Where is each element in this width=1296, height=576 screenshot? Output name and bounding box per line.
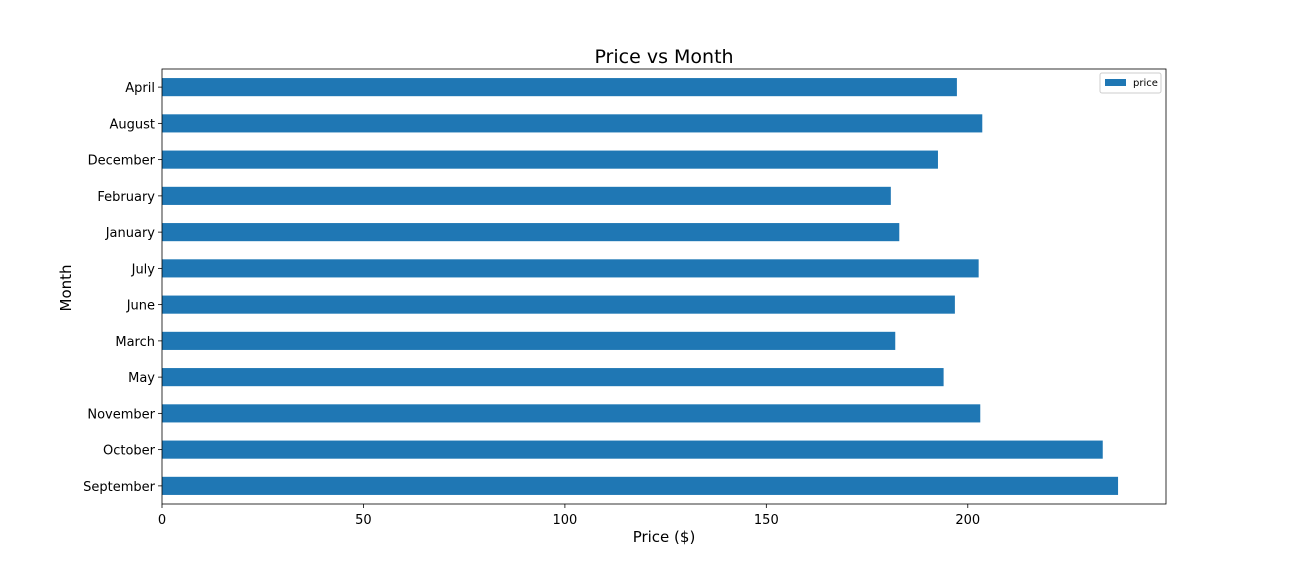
legend-label-price: price: [1133, 78, 1158, 89]
y-tick-label: August: [110, 117, 156, 132]
y-tick-label: March: [115, 335, 155, 350]
x-tick-label: 100: [552, 513, 577, 528]
y-tick-label: December: [88, 154, 156, 169]
bar-january: [162, 223, 900, 242]
bar-august: [162, 114, 983, 133]
bars-group: [162, 78, 1119, 495]
bar-may: [162, 368, 944, 387]
y-tick-label: July: [131, 262, 156, 277]
legend: price: [1099, 72, 1162, 94]
bar-september: [162, 476, 1119, 495]
chart-title: Price vs Month: [594, 46, 733, 68]
x-tick-label: 150: [754, 513, 779, 528]
plot-frame: [161, 68, 1167, 505]
y-tick-label: January: [105, 226, 156, 241]
x-tick-label: 50: [355, 513, 372, 528]
bar-march: [162, 331, 896, 350]
x-tick-label: 200: [955, 513, 980, 528]
bar-december: [162, 150, 938, 169]
bar-july: [162, 259, 979, 278]
bar-october: [162, 440, 1103, 459]
legend-frame: [1099, 72, 1162, 94]
x-axis-label: Price ($): [633, 528, 696, 546]
y-tick-label: April: [125, 81, 155, 96]
bar-november: [162, 404, 981, 423]
y-tick-label: May: [128, 371, 155, 386]
x-tick-label: 0: [158, 513, 166, 528]
bar-april: [162, 78, 957, 97]
y-axis-ticks: April August December February January July Ju…: [83, 81, 162, 495]
y-tick-label: September: [83, 480, 156, 495]
legend-swatch-price: [1105, 79, 1126, 86]
x-axis-ticks: 0 50 100 150 200: [158, 504, 980, 528]
bar-february: [162, 186, 891, 205]
y-tick-label: February: [97, 190, 155, 205]
y-tick-label: November: [87, 407, 155, 422]
y-tick-label: October: [103, 444, 156, 459]
bar-june: [162, 295, 955, 314]
y-tick-label: June: [126, 299, 155, 314]
y-axis-label: Month: [57, 264, 75, 311]
